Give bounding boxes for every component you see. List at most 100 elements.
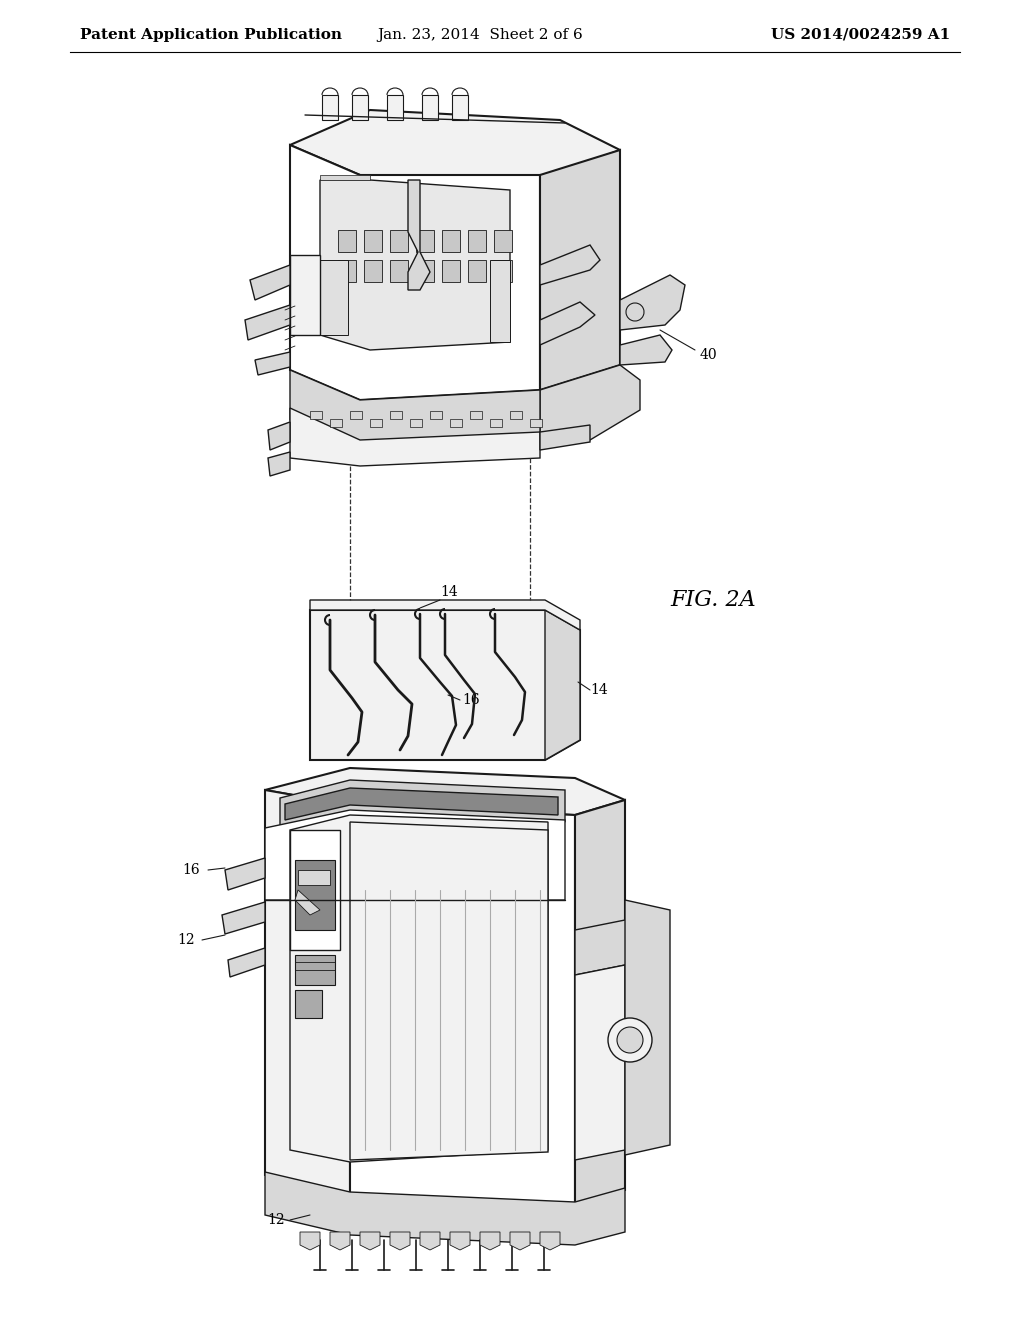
Polygon shape xyxy=(490,260,510,342)
Polygon shape xyxy=(540,246,600,285)
Polygon shape xyxy=(295,890,319,915)
Polygon shape xyxy=(310,610,580,760)
Polygon shape xyxy=(265,768,625,814)
Polygon shape xyxy=(364,260,382,282)
Polygon shape xyxy=(268,451,290,477)
Text: 40: 40 xyxy=(700,348,718,362)
Polygon shape xyxy=(330,418,342,426)
Polygon shape xyxy=(255,352,290,375)
Polygon shape xyxy=(620,335,672,366)
Polygon shape xyxy=(295,861,335,931)
Polygon shape xyxy=(450,418,462,426)
Circle shape xyxy=(617,1027,643,1053)
Polygon shape xyxy=(620,275,685,330)
Polygon shape xyxy=(300,1232,319,1250)
Polygon shape xyxy=(290,814,548,1162)
Text: Patent Application Publication: Patent Application Publication xyxy=(80,28,342,42)
Polygon shape xyxy=(468,230,486,252)
Polygon shape xyxy=(310,411,322,418)
Polygon shape xyxy=(494,230,512,252)
Polygon shape xyxy=(280,780,565,828)
Polygon shape xyxy=(442,260,460,282)
Polygon shape xyxy=(575,920,650,975)
Text: Jan. 23, 2014  Sheet 2 of 6: Jan. 23, 2014 Sheet 2 of 6 xyxy=(377,28,583,42)
Polygon shape xyxy=(442,230,460,252)
Polygon shape xyxy=(416,260,434,282)
Polygon shape xyxy=(265,810,565,900)
Polygon shape xyxy=(420,1232,440,1250)
Text: 16: 16 xyxy=(182,863,200,876)
Polygon shape xyxy=(422,95,438,120)
Polygon shape xyxy=(290,830,340,950)
Polygon shape xyxy=(285,788,558,820)
Polygon shape xyxy=(387,95,403,120)
Polygon shape xyxy=(350,822,548,1160)
Polygon shape xyxy=(245,305,290,341)
Polygon shape xyxy=(540,302,595,345)
Polygon shape xyxy=(295,990,322,1018)
Polygon shape xyxy=(530,418,542,426)
Polygon shape xyxy=(222,902,265,935)
Polygon shape xyxy=(265,789,350,1195)
Text: 16: 16 xyxy=(462,693,479,708)
Polygon shape xyxy=(360,1232,380,1250)
Polygon shape xyxy=(494,260,512,282)
Polygon shape xyxy=(575,800,625,1205)
Polygon shape xyxy=(322,95,338,120)
Text: US 2014/0024259 A1: US 2014/0024259 A1 xyxy=(771,28,950,42)
Polygon shape xyxy=(298,870,330,884)
Polygon shape xyxy=(319,180,510,350)
Polygon shape xyxy=(625,900,670,1155)
Polygon shape xyxy=(330,1232,350,1250)
Polygon shape xyxy=(430,411,442,418)
Polygon shape xyxy=(510,1232,530,1250)
Polygon shape xyxy=(290,145,540,400)
Polygon shape xyxy=(290,110,620,180)
Polygon shape xyxy=(310,601,580,630)
Polygon shape xyxy=(338,230,356,252)
Polygon shape xyxy=(408,180,430,290)
Polygon shape xyxy=(452,95,468,120)
Polygon shape xyxy=(390,230,408,252)
Polygon shape xyxy=(390,260,408,282)
Polygon shape xyxy=(390,411,402,418)
Polygon shape xyxy=(265,900,625,1205)
Polygon shape xyxy=(250,265,290,300)
Polygon shape xyxy=(338,260,356,282)
Polygon shape xyxy=(319,176,370,180)
Polygon shape xyxy=(545,610,580,760)
Polygon shape xyxy=(575,965,625,1160)
Polygon shape xyxy=(350,411,362,418)
Text: FIG. 2A: FIG. 2A xyxy=(670,589,756,611)
Text: 14: 14 xyxy=(440,585,458,599)
Polygon shape xyxy=(364,230,382,252)
Text: 12: 12 xyxy=(177,933,195,946)
Polygon shape xyxy=(268,422,290,450)
Polygon shape xyxy=(416,230,434,252)
Polygon shape xyxy=(540,1232,560,1250)
Polygon shape xyxy=(390,1232,410,1250)
Text: 12: 12 xyxy=(267,1213,285,1228)
Polygon shape xyxy=(228,948,265,977)
Polygon shape xyxy=(225,858,265,890)
Polygon shape xyxy=(265,1172,625,1245)
Polygon shape xyxy=(410,418,422,426)
Circle shape xyxy=(608,1018,652,1063)
Polygon shape xyxy=(370,418,382,426)
Polygon shape xyxy=(450,1232,470,1250)
Polygon shape xyxy=(468,260,486,282)
Polygon shape xyxy=(319,260,348,335)
Polygon shape xyxy=(470,411,482,418)
Polygon shape xyxy=(540,425,590,450)
Polygon shape xyxy=(540,150,620,389)
Polygon shape xyxy=(290,255,319,335)
Polygon shape xyxy=(350,805,575,1205)
Polygon shape xyxy=(290,408,540,466)
Polygon shape xyxy=(490,418,502,426)
Text: 14: 14 xyxy=(590,682,608,697)
Polygon shape xyxy=(540,366,640,440)
Polygon shape xyxy=(510,411,522,418)
Polygon shape xyxy=(352,95,368,120)
Polygon shape xyxy=(295,954,335,985)
Polygon shape xyxy=(290,370,540,450)
